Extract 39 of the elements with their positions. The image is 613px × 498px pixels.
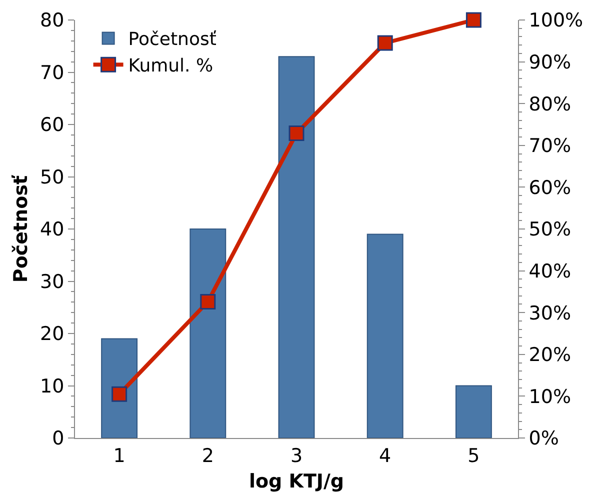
x-tick-label: 4 [379,444,392,467]
legend-label: Kumul. % [128,56,214,77]
bar [278,56,315,438]
y-tick-label: 40 [40,218,64,241]
x-tick-label: 1 [113,444,126,467]
x-axis-title: log KTJ/g [248,470,344,493]
y-tick-label: 60 [40,114,64,136]
y2-tick-label: 60% [528,176,572,199]
y2-tick-label: 0% [528,428,559,450]
y-tick-label: 10 [40,375,64,398]
y2-tick-label: 90% [528,51,572,74]
point [288,126,304,142]
y-tick-label: 20 [40,323,64,346]
y2-tick-label: 80% [528,93,572,116]
y2-tick-label: 50% [528,218,572,241]
y-tick-label: 80 [40,10,64,32]
point [200,294,216,310]
point [112,386,128,402]
y2-tick-label: 100% [528,10,584,32]
point [377,35,393,51]
y-axis-title: Početnosť [10,174,32,283]
y-tick-label: 70 [40,62,64,84]
y2-tick-label: 20% [528,344,572,366]
point [466,12,482,28]
y-tick-label: 30 [40,270,64,293]
x-tick-label: 2 [202,444,214,467]
y-tick-label: 50 [40,166,64,188]
y2-tick-label: 70% [528,135,572,158]
y2-tick-label: 30% [528,302,572,324]
bar [101,338,138,438]
x-tick-label: 3 [290,444,303,467]
bar [455,385,492,438]
y2-tick-label: 40% [528,260,572,282]
legend-label: Početnosť [128,29,216,50]
bar [190,228,226,438]
y-tick-label: 0 [52,428,64,450]
bar [366,234,404,438]
y2-tick-label: 10% [528,386,572,408]
x-tick-label: 5 [468,444,480,467]
